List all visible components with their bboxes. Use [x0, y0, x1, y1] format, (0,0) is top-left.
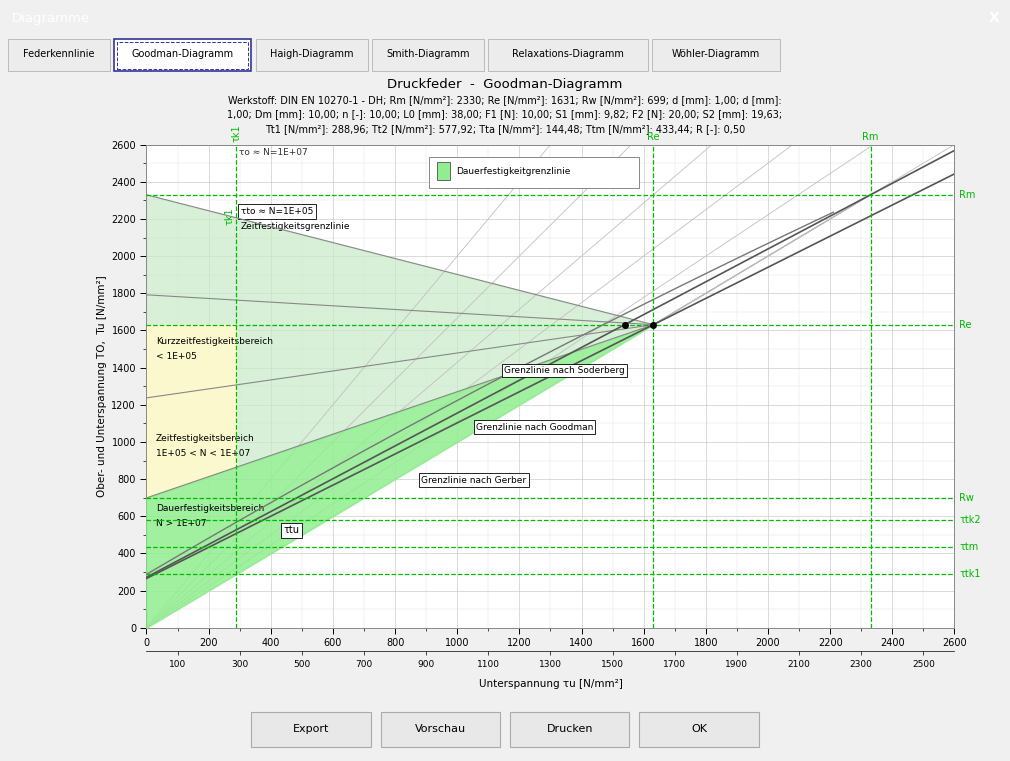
Text: τtk2: τtk2	[960, 515, 981, 525]
Text: Grenzlinie nach Goodman: Grenzlinie nach Goodman	[476, 422, 593, 431]
Goodman	[948, 146, 961, 155]
Text: τo ≈ N=1E+07: τo ≈ N=1E+07	[238, 148, 307, 158]
Text: Drucken: Drucken	[546, 724, 593, 734]
Text: N > 1E+07: N > 1E+07	[156, 519, 206, 528]
Text: Diagramme: Diagramme	[12, 11, 90, 25]
Text: 1E+05 < N < 1E+07: 1E+05 < N < 1E+07	[156, 449, 250, 457]
FancyBboxPatch shape	[381, 712, 500, 747]
Text: Werkstoff: DIN EN 10270-1 - DH; Rm [N/mm²]: 2330; Re [N/mm²]: 1631; Rw [N/mm²]: : Werkstoff: DIN EN 10270-1 - DH; Rm [N/mm…	[228, 95, 782, 105]
Gerber	[549, 345, 562, 354]
Text: Rm: Rm	[863, 132, 879, 142]
Text: OK: OK	[691, 724, 707, 734]
Line: Gerber: Gerber	[146, 212, 833, 575]
Text: Wöhler-Diagramm: Wöhler-Diagramm	[672, 49, 761, 59]
Text: τtu: τtu	[283, 525, 299, 535]
Text: X: X	[989, 11, 1000, 25]
FancyBboxPatch shape	[652, 39, 780, 71]
FancyBboxPatch shape	[429, 157, 639, 188]
Goodman	[880, 183, 892, 192]
Goodman	[140, 573, 153, 582]
FancyBboxPatch shape	[8, 39, 110, 71]
FancyBboxPatch shape	[488, 39, 648, 71]
Text: Zeitfestigkeitsgrenzlinie: Zeitfestigkeitsgrenzlinie	[241, 222, 350, 231]
Text: Goodman-Diagramm: Goodman-Diagramm	[131, 49, 234, 59]
Soderberg	[880, 204, 892, 213]
FancyBboxPatch shape	[372, 39, 484, 71]
Goodman	[291, 493, 303, 502]
Text: Re: Re	[960, 320, 972, 330]
FancyBboxPatch shape	[437, 162, 450, 180]
Line: Goodman: Goodman	[146, 151, 954, 578]
Text: Rw: Rw	[960, 493, 974, 503]
Soderberg	[291, 498, 303, 508]
Text: Tt1 [N/mm²]: 288,96; Tt2 [N/mm²]: 577,92; Tta [N/mm²]: 144,48; Ttm [N/mm²]: 433,: Tt1 [N/mm²]: 288,96; Tt2 [N/mm²]: 577,92…	[265, 124, 745, 134]
Soderberg	[173, 558, 185, 567]
Text: Relaxations-Diagramm: Relaxations-Diagramm	[512, 49, 624, 59]
Soderberg	[356, 466, 368, 476]
Gerber	[719, 260, 731, 269]
Text: Dauerfestigkeitgrenzlinie: Dauerfestigkeitgrenzlinie	[456, 167, 571, 176]
Soderberg	[140, 574, 153, 583]
Text: τk1: τk1	[231, 124, 241, 142]
Text: Federkennlinie: Federkennlinie	[23, 49, 95, 59]
Text: Export: Export	[293, 724, 329, 734]
Soderberg	[948, 170, 961, 179]
Text: Re: Re	[647, 132, 660, 142]
X-axis label: Unterspannung τu [N/mm²]: Unterspannung τu [N/mm²]	[479, 679, 622, 689]
Text: τk1: τk1	[224, 208, 234, 225]
Text: Zeitfestigkeitsbereich: Zeitfestigkeitsbereich	[156, 434, 255, 443]
Goodman	[173, 556, 185, 565]
Text: Grenzlinie nach Gerber: Grenzlinie nach Gerber	[421, 476, 526, 485]
Gerber	[827, 208, 839, 217]
Gerber	[561, 339, 573, 348]
Gerber	[547, 345, 560, 355]
Gerber	[142, 568, 155, 578]
FancyBboxPatch shape	[510, 712, 629, 747]
Text: Haigh-Diagramm: Haigh-Diagramm	[270, 49, 354, 59]
FancyBboxPatch shape	[256, 39, 368, 71]
Text: Druckfeder  -  Goodman-Diagramm: Druckfeder - Goodman-Diagramm	[387, 78, 623, 91]
Text: Rm: Rm	[960, 189, 976, 200]
Text: τtm: τtm	[960, 543, 979, 552]
FancyBboxPatch shape	[251, 712, 371, 747]
Text: Dauerfestigkeitsbereich: Dauerfestigkeitsbereich	[156, 505, 264, 514]
Text: 1,00; Dm [mm]: 10,00; n [-]: 10,00; L0 [mm]: 38,00; F1 [N]: 10,00; S1 [mm]: 9,82: 1,00; Dm [mm]: 10,00; n [-]: 10,00; L0 […	[227, 110, 783, 119]
Gerber	[140, 570, 153, 579]
FancyBboxPatch shape	[639, 712, 759, 747]
Text: < 1E+05: < 1E+05	[156, 352, 197, 361]
Y-axis label: Ober- und Unterspannung TO,  Tu [N/mm²]: Ober- und Unterspannung TO, Tu [N/mm²]	[97, 275, 107, 497]
Goodman	[908, 167, 920, 177]
Text: Kurzzeitfestigkeitsbereich: Kurzzeitfestigkeitsbereich	[156, 337, 273, 346]
FancyBboxPatch shape	[114, 39, 251, 71]
Goodman	[356, 459, 368, 468]
Line: Soderberg: Soderberg	[146, 174, 954, 578]
Text: Vorschau: Vorschau	[415, 724, 466, 734]
Text: Grenzlinie nach Soderberg: Grenzlinie nach Soderberg	[504, 366, 624, 375]
Text: τtk1: τtk1	[960, 569, 981, 579]
Gerber	[763, 238, 775, 247]
Soderberg	[189, 549, 201, 559]
Text: Smith-Diagramm: Smith-Diagramm	[386, 49, 470, 59]
Text: τto ≈ N=1E+05: τto ≈ N=1E+05	[241, 207, 313, 216]
Soderberg	[908, 189, 920, 199]
Goodman	[189, 547, 201, 556]
